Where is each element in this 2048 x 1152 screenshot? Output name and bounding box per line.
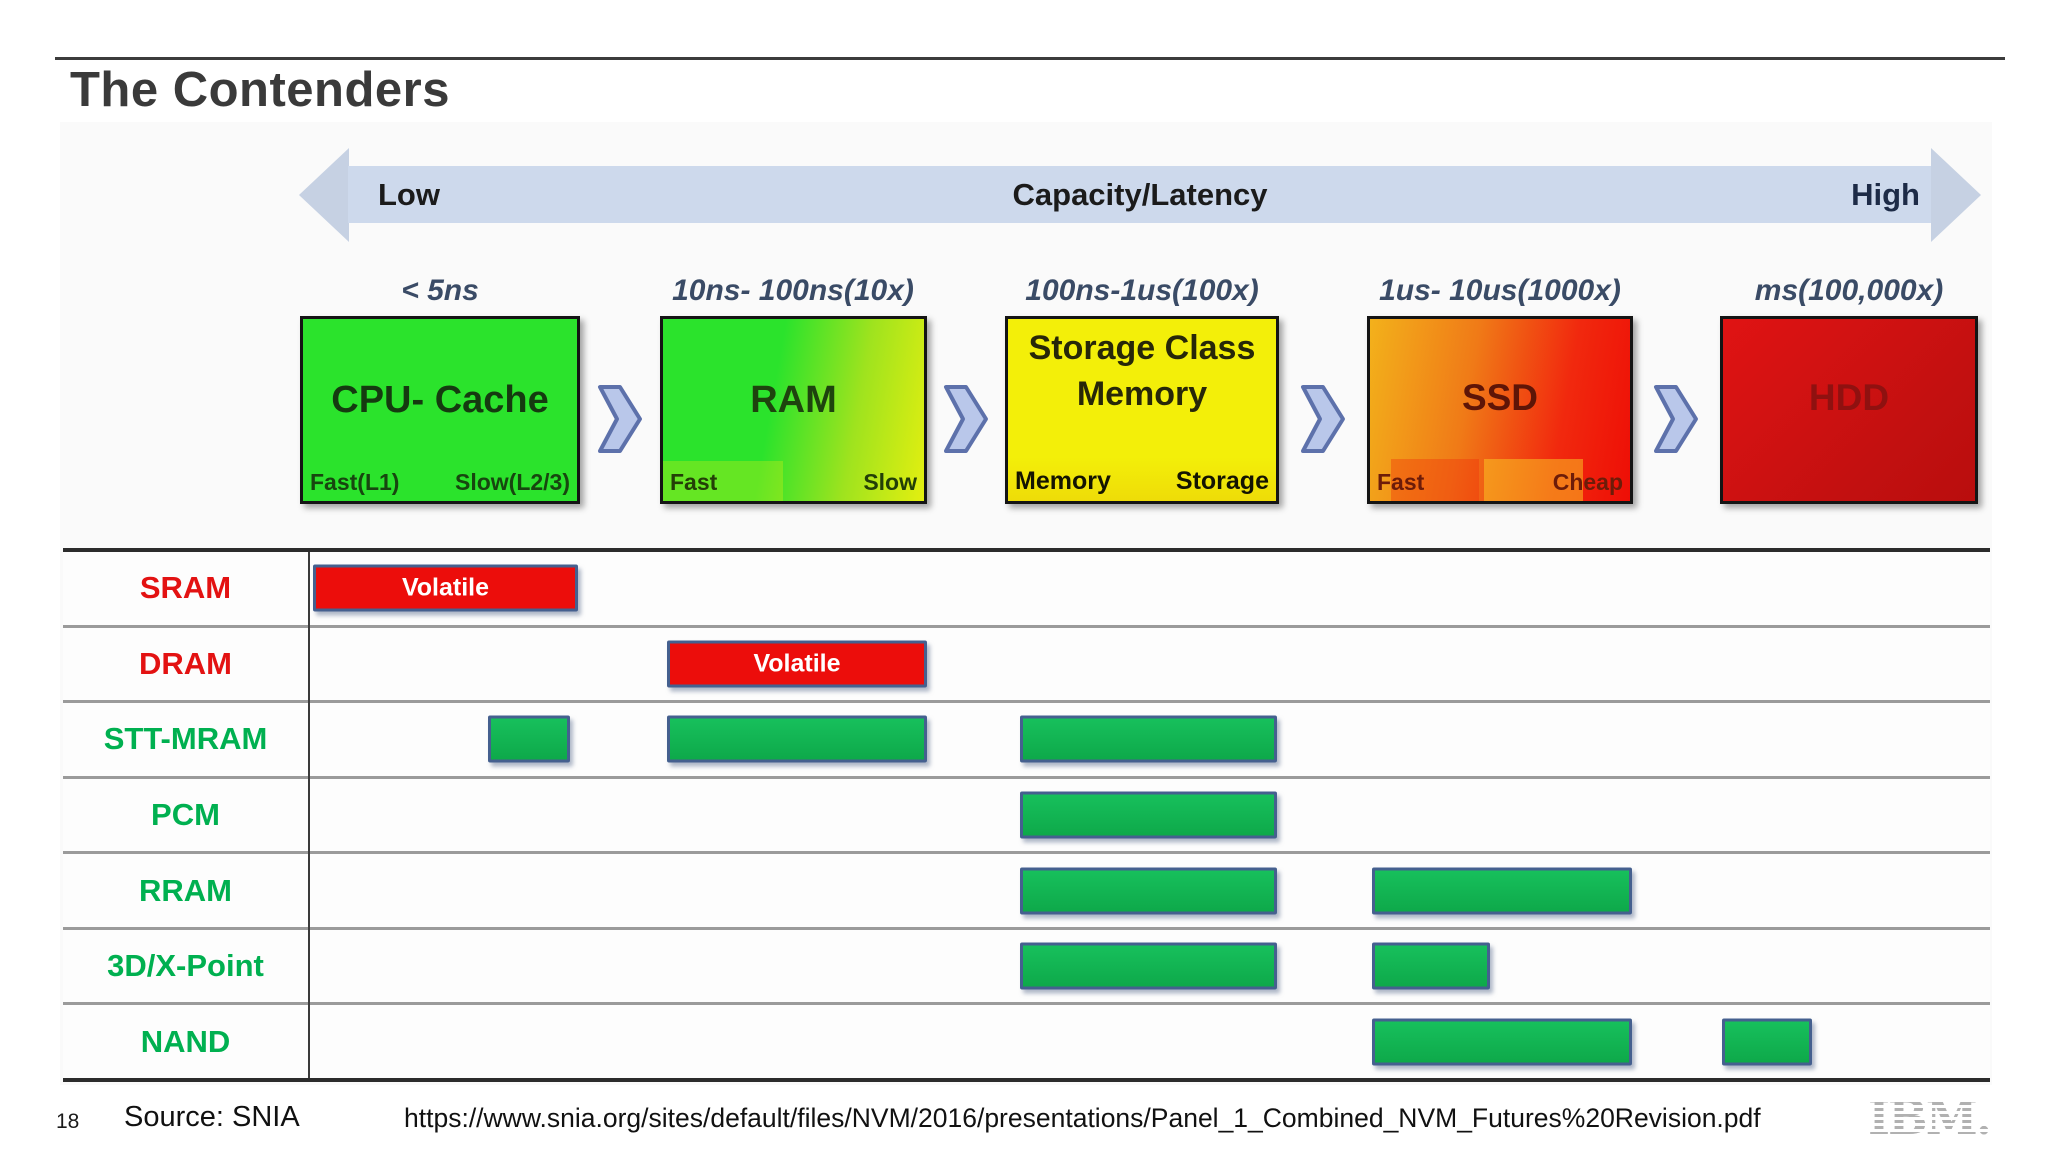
latency-label-cache: < 5ns (401, 274, 479, 307)
tier-box-cpu-cache: CPU- Cache Fast(L1) Slow(L2/3) (300, 316, 580, 504)
tier-sub-right: Slow (863, 469, 917, 495)
tier-title-line1: Storage Class (1028, 329, 1256, 367)
matrix-row-dram: DRAM Volatile (63, 628, 1990, 704)
nonvolatile-bar (1722, 1018, 1812, 1066)
ibm-logo: IBM. (1868, 1095, 2000, 1142)
tier-box-hdd: HDD (1720, 316, 1978, 504)
chevron-right-icon (598, 385, 642, 453)
matrix-column-divider (308, 552, 310, 1078)
nonvolatile-bar (667, 715, 927, 763)
nonvolatile-bar (1020, 715, 1277, 763)
memory-technology-matrix: SRAM Volatile DRAM Volatile STT-MRAM PCM RRAM 3… (63, 548, 1990, 1082)
ibm-logo-stripes (1868, 1096, 2000, 1142)
nonvolatile-bar (1372, 1018, 1632, 1066)
chevron-right-icon (1301, 385, 1345, 453)
tier-title: CPU- Cache (331, 379, 549, 421)
row-label-3d-x-point: 3D/X-Point (107, 948, 264, 984)
tier-title: RAM (750, 379, 837, 421)
axis-arrow-left-tip-icon (299, 148, 349, 242)
nonvolatile-bar (1372, 867, 1632, 915)
source-url: https://www.snia.org/sites/default/files… (404, 1103, 1761, 1133)
page-number: 18 (56, 1110, 80, 1133)
chevron-right-icon (944, 385, 988, 453)
matrix-row-stt-mram: STT-MRAM (63, 703, 1990, 779)
nonvolatile-bar (1372, 942, 1490, 990)
tier-title: HDD (1808, 377, 1890, 418)
tier-box-storage-class-memory: Storage Class Memory Memory Storage (1005, 316, 1279, 504)
matrix-row-rram: RRAM (63, 854, 1990, 930)
nonvolatile-bar (1020, 867, 1277, 915)
row-label-sram: SRAM (139, 570, 232, 606)
tier-box-ram: RAM Fast Slow (660, 316, 927, 504)
tier-sub-left: Fast (1377, 469, 1425, 495)
axis-arrow-right-tip-icon (1931, 148, 1981, 242)
matrix-row-nand: NAND (63, 1005, 1990, 1078)
tier-sub-left: Fast (670, 469, 718, 495)
latency-label-scm: 100ns-1us(100x) (1025, 274, 1259, 307)
nonvolatile-bar (1020, 791, 1277, 839)
row-label-stt-mram: STT-MRAM (103, 721, 268, 757)
row-label-dram: DRAM (139, 645, 232, 681)
axis-label-low: Low (378, 177, 440, 212)
source-label: Source: SNIA (124, 1101, 300, 1133)
chevron-right-icon (1654, 385, 1698, 453)
title-rule (55, 57, 2005, 60)
row-label-rram: RRAM (139, 872, 232, 908)
latency-label-ram: 10ns- 100ns(10x) (672, 274, 914, 307)
page-title: The Contenders (70, 63, 450, 117)
tier-sub-left: Memory (1015, 467, 1111, 495)
tier-title: Storage Class Memory (1008, 325, 1276, 417)
latency-label-hdd: ms(100,000x) (1754, 274, 1944, 307)
tier-box-ssd: SSD Fast Cheap (1367, 316, 1633, 504)
tier-sub-right: Slow(L2/3) (454, 469, 570, 495)
tier-sub-left: Fast(L1) (310, 469, 400, 495)
volatile-bar: Volatile (313, 564, 578, 612)
matrix-row-pcm: PCM (63, 779, 1990, 855)
matrix-row-3d-x-point: 3D/X-Point (63, 930, 1990, 1006)
axis-arrow (348, 166, 1932, 223)
tier-sub-right: Cheap (1552, 469, 1623, 495)
latency-label-ssd: 1us- 10us(1000x) (1379, 274, 1621, 307)
matrix-row-sram: SRAM Volatile (63, 552, 1990, 628)
tier-sub-right: Storage (1175, 467, 1269, 495)
tier-title: SSD (1461, 377, 1539, 418)
tier-title-line2: Memory (1076, 375, 1208, 413)
row-label-pcm: PCM (151, 797, 220, 833)
nonvolatile-bar (1020, 942, 1277, 990)
axis-label-high: High (1851, 177, 1920, 212)
axis-label-capacity-latency: Capacity/Latency (1012, 177, 1268, 212)
volatile-bar: Volatile (667, 640, 927, 688)
row-label-nand: NAND (140, 1023, 231, 1059)
nonvolatile-bar (488, 715, 570, 763)
